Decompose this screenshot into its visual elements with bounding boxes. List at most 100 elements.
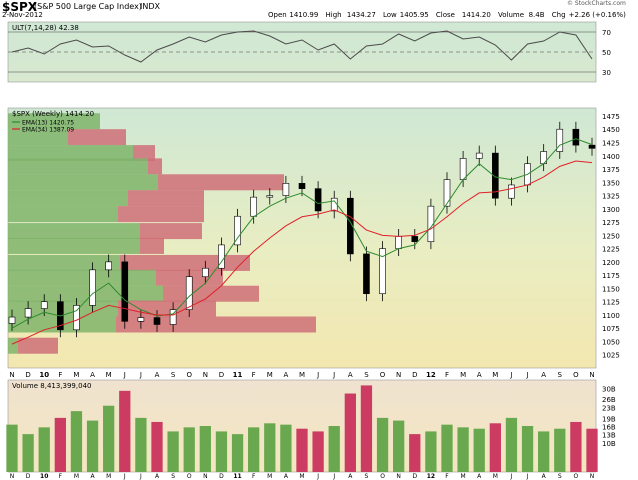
price-tick-label: 1200 [602, 259, 620, 267]
candle-body [89, 269, 96, 306]
quote-value-high: 1434.27 [346, 11, 376, 19]
volume-bar [376, 417, 389, 472]
candle-body [459, 158, 467, 180]
volume-month-label: A [477, 473, 482, 480]
volume-by-price-up-bar [8, 206, 118, 223]
price-tick-label: 1250 [602, 232, 620, 240]
volume-bar [521, 426, 534, 472]
volume-month-label: M [299, 473, 304, 480]
ult-title: ULT(7,14,28) 42.38 [12, 24, 79, 32]
volume-month-label: S [365, 473, 369, 480]
quote-value-chg: +2.26 (+0.16%) [568, 11, 626, 19]
volume-month-label: M [106, 473, 111, 480]
volume-month-label: O [380, 473, 385, 480]
candle-body [572, 128, 580, 146]
volume-bar [312, 431, 324, 472]
volume-month-label: S [558, 473, 562, 480]
chart-date: 2-Nov-2012 [2, 11, 43, 19]
month-label: 11 [233, 371, 243, 379]
month-label: D [412, 371, 417, 379]
candle-body [185, 276, 193, 310]
candle-body [363, 253, 370, 295]
volume-bar [538, 431, 550, 472]
month-label: N [203, 371, 208, 379]
price-tick-label: 1175 [602, 272, 620, 280]
price-tick-label: 1275 [602, 219, 620, 227]
volume-month-label: S [171, 473, 175, 480]
volume-bar [586, 428, 598, 472]
exchange-label: INDX [140, 2, 160, 11]
volume-month-label: A [348, 473, 353, 480]
volume-bar [425, 431, 437, 472]
volume-by-price-down-bar [158, 174, 284, 191]
price-tick-label: 1325 [602, 193, 620, 201]
volume-tick-label: 23B [602, 404, 616, 412]
price-tick-label: 1450 [602, 126, 620, 134]
month-label: M [460, 371, 466, 379]
volume-by-price-down-bar [116, 316, 316, 333]
candle-body [121, 261, 129, 322]
volume-bar [38, 427, 50, 472]
volume-month-label: A [542, 473, 547, 480]
volume-tick-label: 30B [602, 385, 616, 393]
volume-bar [570, 421, 582, 472]
price-tick-label: 1125 [602, 299, 620, 307]
volume-bar [103, 405, 115, 472]
volume-tick-label: 16B [602, 424, 616, 432]
month-label: N [9, 371, 14, 379]
volume-month-label: N [396, 473, 401, 480]
volume-bar [280, 424, 292, 472]
month-label: J [526, 371, 529, 379]
volume-bar [489, 423, 501, 472]
month-label: 10 [39, 371, 49, 379]
volume-by-price-up-bar [8, 129, 68, 146]
candle-body [282, 183, 290, 196]
source-watermark: © StockCharts.com [567, 0, 626, 7]
price-tick-label: 1025 [602, 352, 620, 360]
price-tick-label: 1350 [602, 179, 620, 187]
month-label: A [348, 371, 353, 379]
month-label: J [316, 371, 319, 379]
quote-label-chg: Chg [551, 11, 566, 19]
volume-tick-label: 10B [602, 440, 616, 448]
volume-by-price-up-bar [8, 237, 140, 254]
volume-month-label: A [284, 473, 289, 480]
volume-by-price-down-bar [140, 237, 164, 254]
price-tick-label: 1225 [602, 246, 620, 254]
candle-body [330, 197, 338, 212]
candle-body [169, 309, 177, 325]
month-label: J [332, 371, 335, 379]
month-label: F [58, 371, 62, 379]
ticker-symbol: $SPX [2, 0, 38, 14]
candle-body [266, 195, 274, 198]
price-tick-label: 1075 [602, 325, 620, 333]
month-label: O [573, 371, 579, 379]
candle-body [411, 236, 419, 243]
month-label: A [541, 371, 546, 379]
volume-bar [409, 434, 421, 472]
chart-header: $SPX (S&P 500 Large Cap Index) INDX 2-No… [0, 0, 638, 22]
candle-body [347, 197, 354, 255]
month-label: N [589, 371, 594, 379]
ult-tick-label: 70 [602, 29, 611, 37]
volume-bar [215, 431, 228, 472]
volume-by-price-down-bar [128, 190, 204, 207]
volume-by-price-down-bar [68, 129, 126, 146]
volume-bar [441, 424, 453, 472]
volume-by-price-down-bar [18, 337, 58, 354]
candle-body [298, 183, 306, 189]
volume-month-label: 10 [40, 473, 48, 480]
volume-month-label: A [155, 473, 160, 480]
quote-label-open: Open [268, 11, 287, 19]
candle-body [153, 317, 161, 325]
candle-body [314, 188, 322, 212]
volume-bar [393, 420, 405, 472]
volume-bar [248, 427, 260, 472]
volume-month-label: F [59, 473, 63, 480]
month-label: J [139, 371, 142, 379]
volume-by-price-up-bar [8, 337, 18, 354]
month-label: N [396, 371, 401, 379]
volume-month-label: M [461, 473, 466, 480]
volume-bar [344, 393, 356, 472]
candle-body [379, 248, 386, 295]
